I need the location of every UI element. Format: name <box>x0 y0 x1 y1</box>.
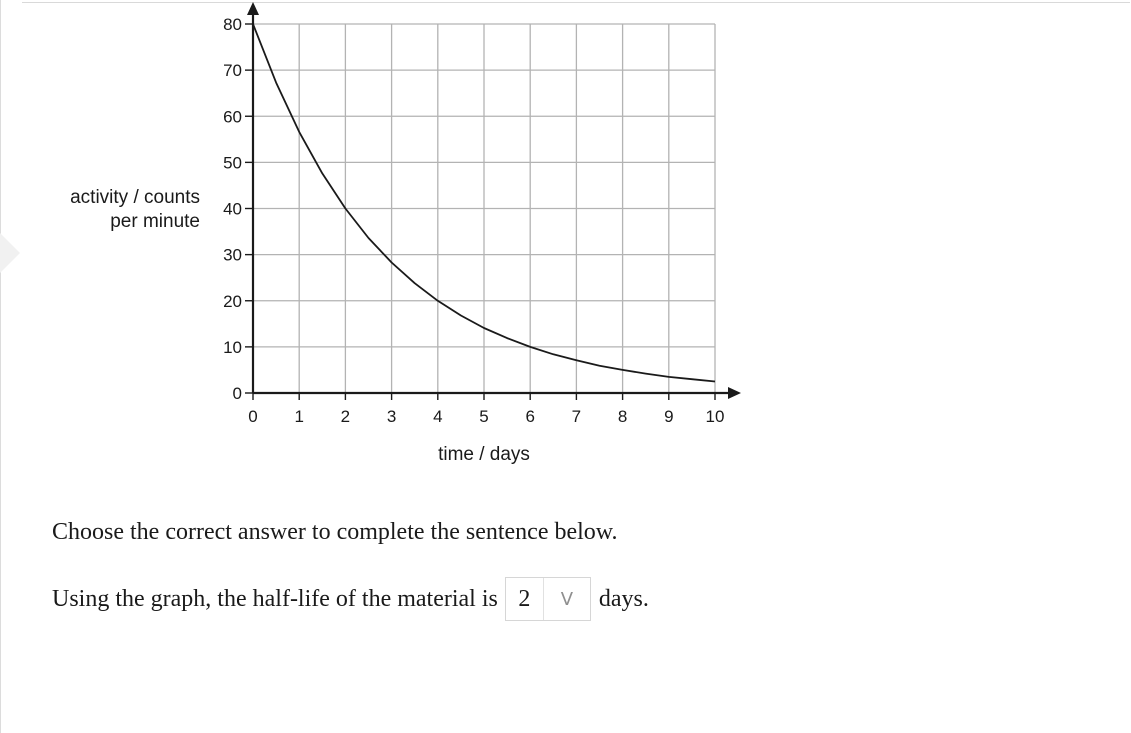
x-tick-label: 1 <box>294 407 303 426</box>
x-tick-label: 3 <box>387 407 396 426</box>
y-tick-label: 50 <box>223 153 242 172</box>
y-tick-label: 0 <box>233 384 242 403</box>
x-tick-label: 7 <box>572 407 581 426</box>
x-tick-label: 6 <box>525 407 534 426</box>
y-tick-label: 70 <box>223 61 242 80</box>
x-tick-label: 10 <box>706 407 725 426</box>
x-tick-label: 4 <box>433 407 442 426</box>
page-left-border <box>0 0 1 733</box>
y-axis-label-line-1: activity / counts <box>70 187 200 208</box>
chevron-down-icon[interactable]: V <box>560 588 574 610</box>
x-axis-arrow <box>728 387 741 399</box>
sentence-after: days. <box>598 585 649 612</box>
y-axis-arrow <box>247 2 259 15</box>
x-tick-label: 5 <box>479 407 488 426</box>
decay-chart: 0 1 2 3 4 5 6 7 8 9 10 0 10 20 30 40 50 60 70 80 time / days… <box>0 0 760 480</box>
y-tick-label: 10 <box>223 338 242 357</box>
question-prompt: Choose the correct answer to complete th… <box>52 519 618 545</box>
y-tick-label: 20 <box>223 292 242 311</box>
x-tick-label: 2 <box>341 407 350 426</box>
y-tick-label: 60 <box>223 107 242 126</box>
y-tick-label: 80 <box>223 15 242 34</box>
y-axis-label: activity / counts per minute <box>70 186 200 234</box>
answer-sentence: Using the graph, the half-life of the ma… <box>52 576 649 622</box>
y-tick-label: 40 <box>223 200 242 219</box>
dropdown-selected-value[interactable]: 2 <box>506 578 544 620</box>
x-tick-label: 9 <box>664 407 673 426</box>
half-life-dropdown[interactable]: 2 V <box>504 577 591 621</box>
sentence-before: Using the graph, the half-life of the ma… <box>52 585 498 612</box>
side-collapse-tab[interactable] <box>0 233 20 273</box>
page-top-divider <box>22 2 1130 3</box>
x-axis-label: time / days <box>438 444 530 465</box>
x-tick-label: 0 <box>248 407 257 426</box>
decay-curve <box>252 23 716 383</box>
x-tick-label: 8 <box>618 407 627 426</box>
y-tick-label: 30 <box>223 246 242 265</box>
chart-svg: 0 1 2 3 4 5 6 7 8 9 10 0 10 20 30 40 50 60 70 80 time / days <box>223 2 741 465</box>
y-axis-label-line-2: per minute <box>110 211 200 232</box>
